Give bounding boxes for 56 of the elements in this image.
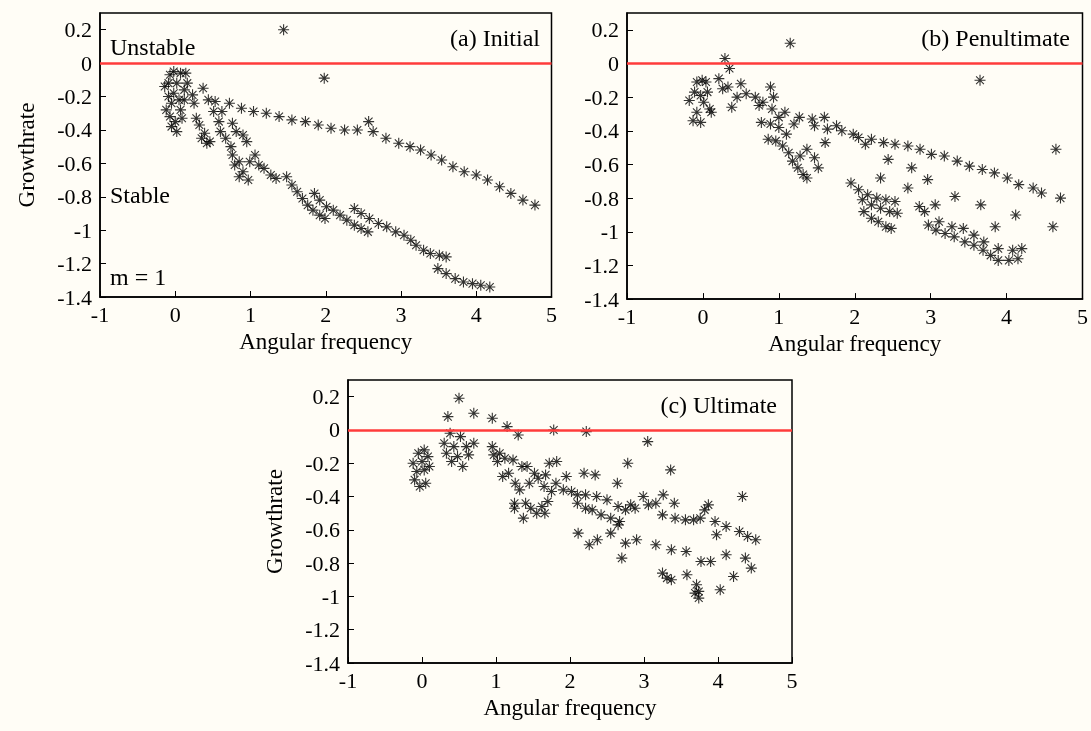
x-tick-label: 0 (697, 303, 709, 329)
x-tick-label: 3 (925, 303, 937, 329)
x-tick-label: 1 (773, 303, 785, 329)
y-tick-label: -0.2 (57, 84, 92, 110)
y-tick-label: -0.8 (57, 184, 92, 210)
y-tick-label: -1.2 (305, 617, 340, 643)
y-tick-label: -1.4 (305, 650, 340, 676)
y-tick-label: 0 (81, 50, 92, 76)
y-tick-label: -0.6 (57, 150, 92, 176)
x-tick-label: 3 (395, 301, 407, 327)
y-tick-label: -1 (73, 217, 92, 243)
y-tick-label: -1.4 (584, 286, 619, 312)
y-tick-label: 0.2 (312, 384, 340, 410)
x-tick-label: 5 (546, 301, 557, 327)
text: (c) Ultimate (660, 392, 778, 418)
x-tick-label: 2 (320, 301, 332, 327)
y-tick-label: -0.2 (584, 84, 619, 110)
y-tick-label: 0.2 (64, 17, 92, 43)
x-tick-label: 4 (1001, 303, 1013, 329)
x-tick-label: 3 (638, 667, 650, 693)
y-tick-label: -1.4 (57, 284, 92, 310)
y-tick-label: 0.2 (591, 17, 619, 43)
y-tick-label: -0.4 (584, 118, 619, 144)
y-axis-title: Growthrate (14, 102, 39, 208)
x-tick-label: 4 (470, 301, 482, 327)
x-axis-title: Angular frequency (768, 331, 942, 356)
x-axis-title: Angular frequency (239, 328, 413, 354)
y-axis-title: Growthrate (262, 469, 287, 574)
x-tick-label: 4 (712, 667, 724, 693)
y-tick-label: -0.8 (305, 550, 340, 576)
x-tick-label: 2 (849, 303, 861, 329)
y-tick-label: -1.2 (584, 252, 619, 278)
y-tick-label: -0.8 (584, 185, 619, 211)
x-tick-label: 0 (416, 667, 428, 693)
x-tick-label: 1 (490, 667, 502, 693)
text: (b) Penultimate (921, 25, 1071, 51)
x-tick-label: 1 (245, 301, 256, 327)
annotation: Unstable (110, 34, 196, 60)
y-tick-label: -1 (600, 219, 619, 245)
x-axis-title: Angular frequency (483, 694, 658, 720)
x-tick-label: 5 (786, 667, 798, 693)
y-tick-label: -1.2 (57, 251, 92, 277)
x-tick-label: 2 (564, 667, 576, 693)
y-tick-label: 0 (608, 50, 619, 76)
y-tick-label: -0.6 (305, 517, 340, 543)
text: (a) Initial (450, 25, 541, 51)
y-tick-label: -0.6 (584, 151, 619, 177)
y-tick-label: -0.4 (57, 117, 92, 143)
x-tick-label: 5 (1077, 303, 1088, 329)
annotation: m = 1 (110, 264, 167, 290)
x-tick-label: 0 (169, 301, 181, 327)
y-tick-label: -0.2 (305, 450, 340, 476)
annotation: Stable (110, 182, 170, 208)
y-tick-label: -0.4 (305, 484, 340, 510)
y-tick-label: -1 (321, 583, 340, 609)
y-tick-label: 0 (329, 417, 340, 443)
